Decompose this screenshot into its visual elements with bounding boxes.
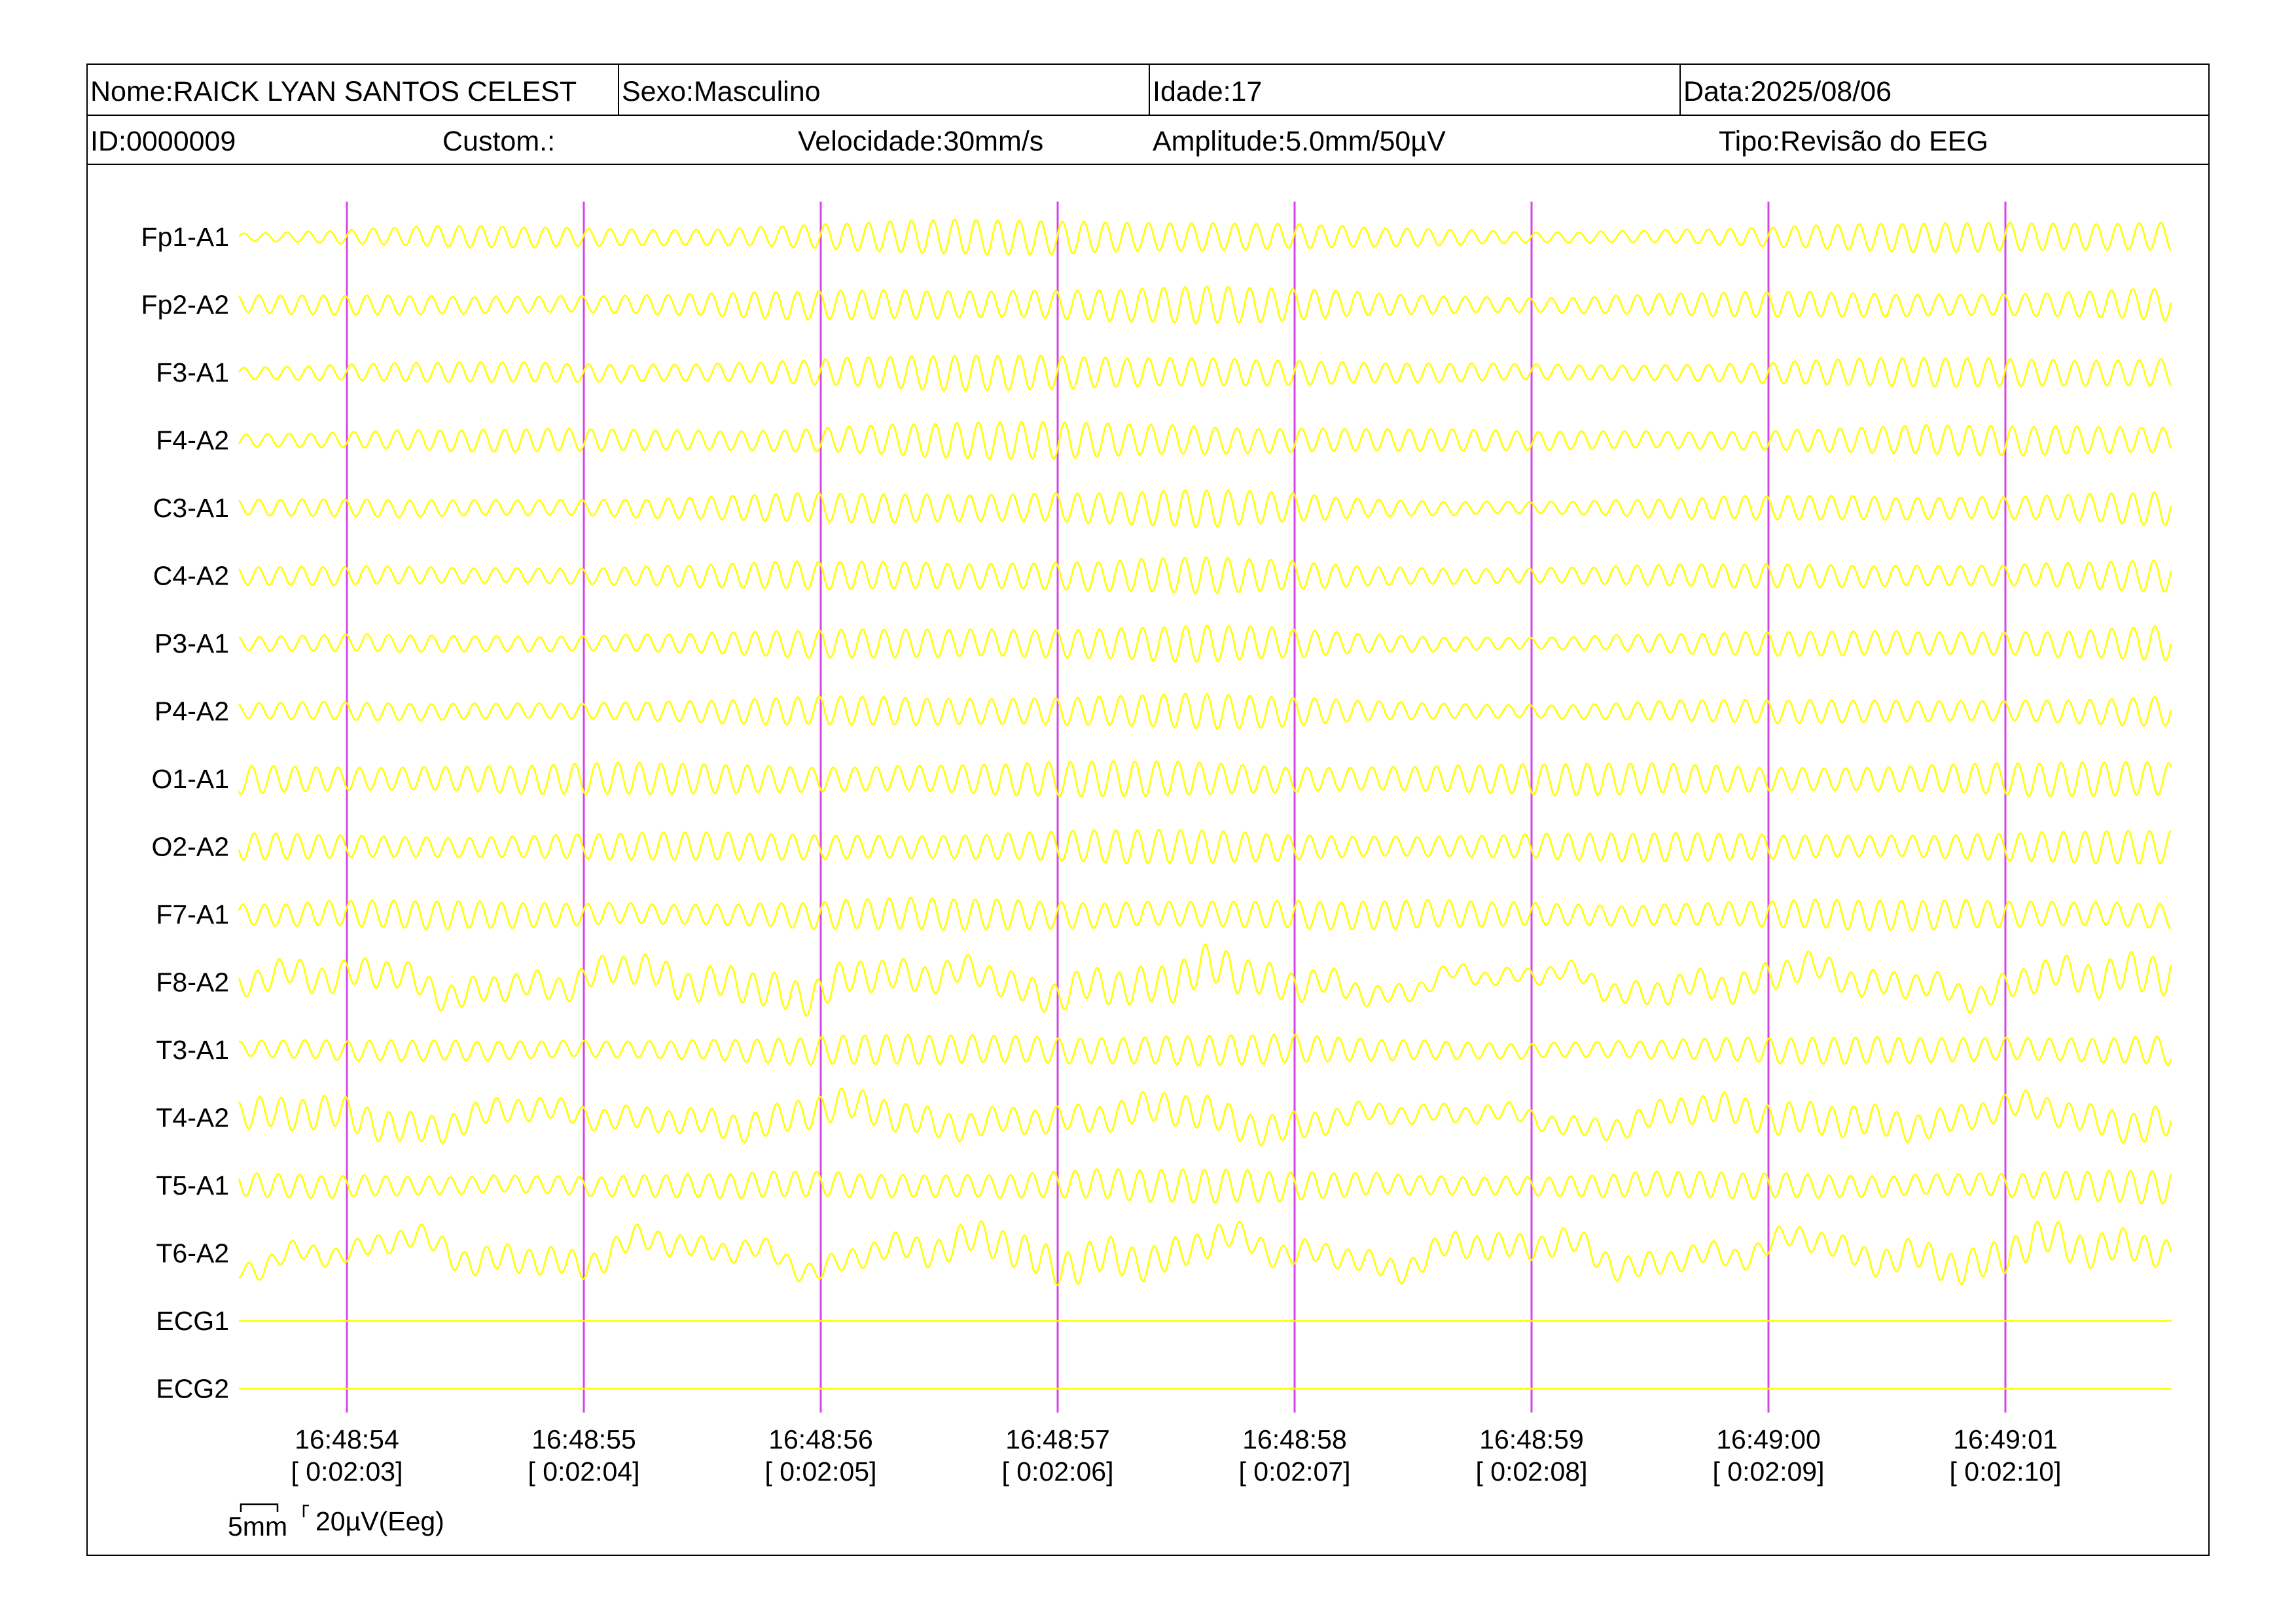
channel-label: F4-A2: [156, 425, 229, 456]
channel-label: O1-A1: [152, 764, 230, 794]
channel-trace: [238, 489, 2172, 528]
amplitude-scale-bracket: [302, 1504, 309, 1517]
x-tick-elapsed: [ 0:02:04]: [528, 1456, 640, 1487]
header-divider-1: [88, 115, 2208, 116]
channel-label: C4-A2: [153, 561, 229, 591]
channel-trace: [238, 624, 2172, 663]
header-col-divider-2: [1149, 65, 1150, 115]
header-col-divider-3: [1679, 65, 1681, 115]
channel-label: O2-A2: [152, 832, 230, 862]
channel-trace: [238, 1220, 2172, 1286]
channel-label: ECG2: [156, 1374, 229, 1404]
channel-label: Fp1-A1: [141, 222, 229, 252]
channel-label: T3-A1: [156, 1035, 229, 1065]
channel-label: T5-A1: [156, 1170, 229, 1200]
channel-label: F7-A1: [156, 899, 229, 929]
patient-id: ID:0000009: [90, 126, 236, 157]
channel-trace: [238, 285, 2172, 325]
channel-trace: [238, 829, 2172, 865]
header-col-divider-1: [618, 65, 619, 115]
x-tick-time: 16:48:57: [1005, 1424, 1110, 1454]
amplitude-scale-label: 20µV(Eeg): [315, 1506, 444, 1536]
channel-label: C3-A1: [153, 493, 229, 523]
x-tick-time: 16:48:59: [1479, 1424, 1584, 1454]
time-scale-bracket: [240, 1503, 279, 1512]
speed: Velocidade:30mm/s: [798, 126, 1044, 157]
x-tick-elapsed: [ 0:02:03]: [291, 1456, 403, 1487]
channel-label: F3-A1: [156, 357, 229, 388]
channel-trace: [238, 1034, 2172, 1067]
patient-sex: Sexo:Masculino: [622, 76, 821, 107]
channel-trace: [238, 896, 2172, 931]
x-tick-elapsed: [ 0:02:10]: [1950, 1456, 2062, 1487]
x-tick-elapsed: [ 0:02:09]: [1713, 1456, 1825, 1487]
channel-label: T6-A2: [156, 1238, 229, 1269]
report-frame: Nome:RAICK LYAN SANTOS CELEST Sexo:Mascu…: [86, 63, 2210, 1556]
channel-label: P3-A1: [154, 628, 229, 659]
x-tick-time: 16:48:56: [768, 1424, 873, 1454]
channel-label: Fp2-A2: [141, 290, 229, 320]
channel-label: F8-A2: [156, 967, 229, 998]
patient-name: Nome:RAICK LYAN SANTOS CELEST: [90, 76, 577, 107]
channel-label: P4-A2: [154, 696, 229, 727]
channel-label: ECG1: [156, 1306, 229, 1336]
x-tick-time: 16:48:54: [295, 1424, 399, 1454]
channel-trace: [238, 218, 2172, 256]
channel-trace: [238, 760, 2172, 798]
x-tick-time: 16:48:58: [1242, 1424, 1347, 1454]
exam-type: Tipo:Revisão do EEG: [1719, 126, 1988, 157]
channel-trace: [238, 1087, 2172, 1147]
custom-field: Custom.:: [442, 126, 556, 157]
x-tick-time: 16:48:55: [531, 1424, 636, 1454]
x-tick-elapsed: [ 0:02:06]: [1002, 1456, 1114, 1487]
channel-trace: [238, 556, 2172, 594]
channel-trace: [238, 943, 2172, 1017]
scale-bar: 5mm 20µV(Eeg): [228, 1503, 444, 1542]
channel-trace: [238, 1168, 2172, 1205]
x-tick-elapsed: [ 0:02:07]: [1239, 1456, 1351, 1487]
amplitude: Amplitude:5.0mm/50µV: [1153, 126, 1446, 157]
exam-date: Data:2025/08/06: [1683, 76, 1892, 107]
x-tick-elapsed: [ 0:02:05]: [765, 1456, 877, 1487]
x-tick-time: 16:49:00: [1716, 1424, 1821, 1454]
channel-label: T4-A2: [156, 1103, 229, 1133]
x-tick-time: 16:49:01: [1953, 1424, 2058, 1454]
x-tick-elapsed: [ 0:02:08]: [1476, 1456, 1588, 1487]
channel-trace: [238, 693, 2172, 731]
time-scale-label: 5mm: [228, 1511, 287, 1542]
channel-trace: [238, 420, 2172, 460]
channel-trace: [238, 354, 2172, 392]
header-divider-2: [88, 164, 2208, 165]
patient-age: Idade:17: [1153, 76, 1263, 107]
